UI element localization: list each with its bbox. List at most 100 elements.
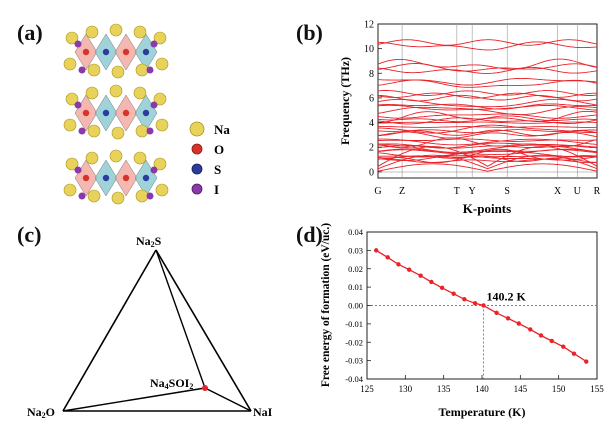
y-tick-label: 8 bbox=[369, 69, 374, 80]
band-line bbox=[377, 148, 598, 154]
transition-temperature-annotation: 140.2 K bbox=[487, 290, 527, 304]
na-atom bbox=[85, 25, 99, 39]
na-atom bbox=[155, 57, 169, 71]
band-line bbox=[377, 66, 598, 74]
band-line bbox=[377, 137, 598, 149]
x-tick-label: 155 bbox=[590, 384, 604, 394]
x-tick-label: Z bbox=[399, 186, 405, 197]
vertex-label-nai: NaI bbox=[253, 405, 273, 419]
x-tick-label: X bbox=[554, 186, 562, 197]
y-tick-label: 0.00 bbox=[348, 301, 363, 311]
y-tick-label: 0.02 bbox=[348, 264, 363, 274]
x-tick-label: 125 bbox=[360, 384, 374, 394]
y-tick-label: 0.03 bbox=[348, 245, 363, 255]
x-tick-label: G bbox=[374, 186, 381, 197]
band-line bbox=[377, 163, 598, 172]
tie-line-na4soi2-nai bbox=[204, 387, 252, 412]
center-atom bbox=[102, 174, 110, 182]
reference-lines bbox=[367, 305, 597, 379]
y-tick-label: -0.01 bbox=[345, 319, 363, 329]
na-atom bbox=[109, 149, 123, 163]
band-line bbox=[377, 117, 598, 125]
na-atom bbox=[65, 92, 79, 106]
x-tick-label: 150 bbox=[552, 384, 566, 394]
center-atom bbox=[102, 48, 110, 56]
na-atom bbox=[135, 124, 149, 138]
band-line bbox=[377, 63, 598, 72]
x-tick-label: 145 bbox=[514, 384, 528, 394]
y-axis-ticks: -0.04 -0.03 -0.02 -0.01 0.00 0.01 0.02 0.03 0.04 bbox=[345, 227, 371, 384]
point-label-na4soi2: Na4SOI2 bbox=[150, 376, 193, 391]
legend-item-s: S bbox=[191, 162, 221, 177]
na-atom bbox=[63, 183, 77, 197]
x-tick-label: 135 bbox=[437, 384, 451, 394]
x-axis-label: K-points bbox=[463, 201, 511, 216]
na-atom bbox=[85, 151, 99, 165]
i-atom bbox=[146, 192, 154, 200]
y-tick-label: 6 bbox=[369, 93, 374, 104]
band-line bbox=[378, 126, 597, 128]
x-tick-label: R bbox=[594, 186, 601, 197]
band-line bbox=[377, 104, 598, 111]
center-atom bbox=[102, 109, 110, 117]
band-line bbox=[377, 92, 597, 99]
element-legend: Na O S I bbox=[189, 121, 230, 197]
na-atom bbox=[65, 157, 79, 171]
legend-label-na: Na bbox=[214, 122, 230, 137]
y-tick-label: 0 bbox=[369, 167, 374, 178]
na-atom bbox=[135, 189, 149, 203]
legend-item-na: Na bbox=[189, 121, 230, 137]
center-atom bbox=[122, 48, 130, 56]
band-line bbox=[377, 131, 598, 139]
na-atom bbox=[155, 118, 169, 132]
o-atom-icon bbox=[191, 143, 203, 155]
i-atom bbox=[74, 166, 82, 174]
y-axis-ticks: 0 2 4 6 8 10 12 bbox=[364, 20, 382, 178]
band-line bbox=[378, 110, 598, 123]
data-point bbox=[451, 291, 456, 296]
crystal-structure-illustration bbox=[63, 23, 169, 205]
y-tick-label: 0.01 bbox=[348, 282, 363, 292]
band-line bbox=[377, 124, 598, 134]
i-atom bbox=[78, 127, 86, 135]
x-tick-label: S bbox=[504, 186, 510, 197]
i-atom-icon bbox=[191, 183, 203, 195]
na-atom bbox=[155, 183, 169, 197]
x-tick-label: 140 bbox=[475, 384, 489, 394]
tie-line-na2o-na4soi2 bbox=[62, 387, 206, 412]
band-line bbox=[377, 113, 598, 119]
na-atom bbox=[65, 31, 79, 45]
na-atom bbox=[111, 126, 125, 140]
band-line bbox=[377, 39, 598, 46]
na-atom bbox=[63, 118, 77, 132]
data-point bbox=[584, 359, 589, 364]
band-line bbox=[378, 129, 598, 137]
panel-label-d: (d) bbox=[296, 222, 323, 247]
data-point bbox=[396, 262, 401, 267]
band-line bbox=[377, 58, 598, 70]
data-point bbox=[538, 333, 544, 338]
data-point bbox=[429, 279, 434, 285]
na-atom bbox=[87, 189, 101, 203]
data-point bbox=[374, 248, 379, 253]
i-atom bbox=[78, 66, 86, 74]
na-atom bbox=[109, 84, 123, 98]
x-tick-label: T bbox=[454, 186, 460, 197]
band-line bbox=[377, 90, 598, 96]
band-line bbox=[377, 121, 597, 124]
y-tick-label: 4 bbox=[369, 118, 374, 129]
data-point bbox=[406, 267, 412, 272]
s-atom-icon bbox=[191, 163, 203, 175]
data-point bbox=[494, 310, 499, 316]
legend-label-i: I bbox=[214, 182, 219, 197]
i-atom bbox=[150, 101, 158, 109]
data-point bbox=[549, 338, 554, 344]
crystal-layer bbox=[63, 149, 169, 205]
na-atom bbox=[111, 191, 125, 205]
data-point bbox=[505, 316, 511, 321]
band-line bbox=[378, 94, 598, 102]
panel-label-b: (b) bbox=[296, 20, 323, 45]
band-line bbox=[378, 142, 598, 149]
tie-line-na2s-na4soi2 bbox=[155, 249, 206, 389]
